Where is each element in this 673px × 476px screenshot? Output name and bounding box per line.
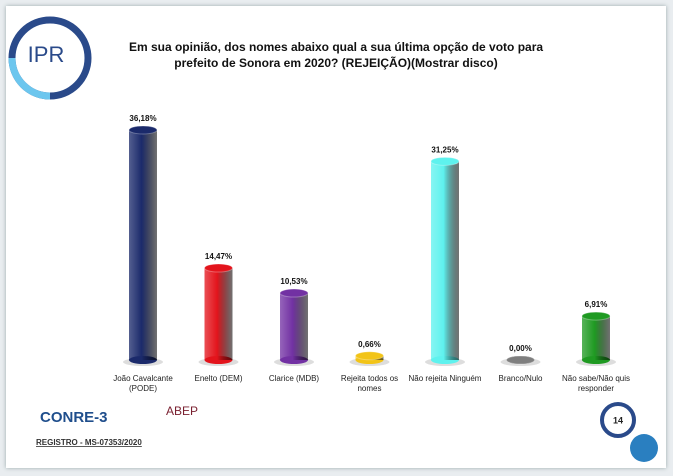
x-tick-label: Não sabe/Não quis responder — [561, 374, 631, 393]
x-tick-label: Branco/Nulo — [498, 374, 543, 383]
bar-top — [128, 125, 158, 135]
value-label: 0,66% — [358, 340, 381, 349]
chart-title: prefeito de Sonora em 2020? (REJEIÇÃO)(M… — [174, 55, 497, 70]
x-tick-label: João Cavalcante (PODE) — [113, 374, 173, 393]
x-tick-label: Enelto (DEM) — [194, 374, 243, 383]
value-label: 6,91% — [585, 300, 608, 309]
slide: IPR Em sua opinião, dos nomes abaixo qua… — [6, 6, 666, 468]
bar — [280, 293, 308, 360]
bar-top — [581, 311, 611, 321]
chart-title: Em sua opinião, dos nomes abaixo qual a … — [129, 40, 543, 54]
x-tick-label: Rejeita todos os nomes — [340, 374, 399, 393]
page-number: 14 — [613, 415, 623, 425]
x-tick-label: Não rejeita Ninguém — [408, 374, 482, 383]
page-badge — [600, 402, 636, 438]
bar-top — [279, 288, 309, 298]
bar-top — [506, 355, 535, 365]
x-tick-label: Clarice (MDB) — [268, 374, 320, 383]
conre-logo: CONRE-3 — [40, 409, 108, 426]
bar — [129, 130, 157, 360]
bar — [582, 316, 610, 360]
value-label: 10,53% — [280, 277, 307, 286]
corner-logo — [630, 434, 658, 462]
value-label: 0,00% — [509, 344, 532, 353]
bar — [204, 268, 233, 360]
bar — [431, 161, 459, 360]
value-label: 36,18% — [129, 114, 156, 123]
abep-logo: ABEP — [166, 404, 198, 418]
bar-top — [430, 156, 460, 166]
bar-top — [355, 351, 384, 361]
logo-ring-accent — [8, 57, 51, 100]
value-label: 31,25% — [431, 145, 458, 154]
logo-text: IPR — [28, 42, 65, 67]
bar-top — [204, 263, 233, 273]
value-label: 14,47% — [205, 252, 232, 261]
chart: IPR Em sua opinião, dos nomes abaixo qua… — [8, 16, 658, 462]
registro: REGISTRO - MS-07353/2020 — [36, 438, 142, 447]
